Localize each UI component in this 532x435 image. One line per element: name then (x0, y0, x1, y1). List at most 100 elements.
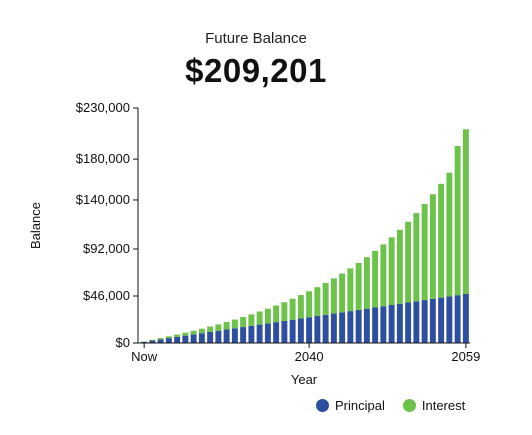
interest-bar (207, 326, 214, 332)
principal-bar (314, 316, 321, 343)
interest-bar (330, 278, 337, 314)
principal-bar (240, 327, 247, 343)
principal-bar (165, 338, 172, 343)
principal-bar (413, 301, 420, 343)
y-axis-title: Balance (28, 202, 43, 249)
future-balance-amount: $209,201 (185, 52, 327, 89)
y-tick-label: $230,000 (76, 100, 130, 115)
principal-bar (256, 324, 263, 343)
interest-bar (174, 334, 181, 337)
principal-bar (223, 329, 230, 343)
interest-bar (248, 314, 255, 326)
interest-bar (413, 213, 420, 302)
chart-subtitle: Future Balance (205, 30, 307, 47)
principal-bar (174, 336, 181, 343)
interest-bar (314, 287, 321, 317)
interest-bar (347, 268, 354, 312)
principal-bar (273, 322, 280, 343)
interest-bar (190, 330, 197, 335)
principal-bar (405, 302, 412, 343)
y-tick-label: $180,000 (76, 151, 130, 166)
principal-bar (462, 293, 469, 343)
principal-bar (157, 339, 164, 343)
principal-bar (438, 297, 445, 343)
interest-bar (306, 291, 313, 318)
principal-bar (330, 313, 337, 343)
chart-legend: Principal Interest (316, 398, 465, 413)
interest-bar (421, 204, 428, 301)
principal-bar (248, 325, 255, 343)
legend-item-interest[interactable]: Interest (402, 398, 466, 413)
interest-bar (182, 332, 189, 336)
interest-bar (165, 336, 172, 339)
principal-bar (355, 309, 362, 343)
interest-bar (355, 262, 362, 310)
principal-bar (207, 331, 214, 343)
legend-label-principal: Principal (335, 398, 385, 413)
principal-bar (363, 308, 370, 343)
interest-bar (462, 129, 469, 294)
principal-bar (190, 334, 197, 343)
interest-bar (215, 324, 222, 331)
interest-bar (289, 298, 296, 320)
principal-bar (388, 304, 395, 343)
interest-bar (454, 146, 461, 296)
principal-bar (289, 319, 296, 343)
interest-bar (198, 328, 205, 334)
y-tick-label: $0 (116, 335, 130, 350)
principal-bar (231, 328, 238, 343)
interest-bar (396, 229, 403, 304)
interest-bar (273, 305, 280, 323)
interest-bar (438, 183, 445, 298)
interest-bar (149, 339, 156, 341)
interest-bar (297, 295, 304, 319)
interest-bar (223, 322, 230, 330)
principal-bar (396, 303, 403, 343)
x-axis-title: Year (291, 372, 318, 387)
principal-bar (306, 317, 313, 343)
principal-bar (347, 311, 354, 343)
x-tick-label: 2040 (295, 349, 324, 364)
principal-bar (149, 340, 156, 343)
interest-bar (429, 194, 436, 299)
interest-bar (446, 172, 453, 297)
interest-bar (281, 302, 288, 321)
principal-bar (264, 323, 271, 343)
y-tick-label: $46,000 (83, 288, 130, 303)
y-tick-label: $140,000 (76, 192, 130, 207)
interest-bar (363, 257, 370, 309)
interest-bar (157, 338, 164, 340)
principal-swatch-icon (316, 399, 329, 412)
principal-bar (141, 341, 148, 343)
x-tick-label: 2059 (451, 349, 480, 364)
interest-bar (405, 221, 412, 303)
interest-swatch-icon (402, 399, 416, 412)
interest-bar (339, 273, 346, 313)
principal-bar (372, 307, 379, 343)
principal-bar (322, 314, 329, 343)
interest-bar (256, 311, 263, 325)
principal-bar (380, 306, 387, 343)
interest-bar (388, 237, 395, 305)
y-tick-label: $92,000 (83, 241, 130, 256)
principal-bar (215, 330, 222, 343)
interest-bar (264, 308, 271, 324)
interest-bar (231, 319, 238, 329)
principal-bar (421, 300, 428, 343)
interest-bar (322, 282, 329, 315)
principal-bar (446, 296, 453, 343)
principal-bar (281, 320, 288, 343)
legend-label-interest: Interest (421, 398, 466, 413)
principal-bar (339, 312, 346, 343)
interest-bar (380, 244, 387, 307)
principal-bar (454, 295, 461, 343)
principal-bar (297, 318, 304, 343)
principal-bar (198, 333, 205, 343)
principal-bar (429, 298, 436, 343)
interest-bar (240, 317, 247, 328)
legend-item-principal[interactable]: Principal (316, 398, 385, 413)
principal-bar (182, 335, 189, 343)
x-tick-label: Now (131, 349, 158, 364)
interest-bar (372, 250, 379, 308)
